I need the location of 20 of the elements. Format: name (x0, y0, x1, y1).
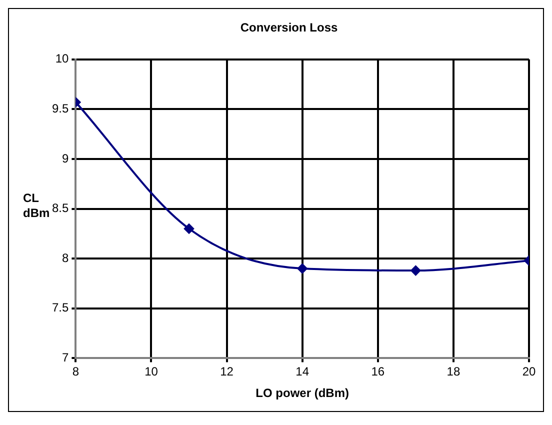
x-tick-label: 20 (522, 364, 536, 379)
y-tick-label: 8 (62, 250, 69, 265)
x-tick-label: 16 (371, 364, 385, 379)
y-tick-label: 10 (55, 52, 69, 66)
y-tick-label: 9 (62, 151, 69, 166)
point (297, 264, 308, 274)
chart-title: Conversion Loss (240, 20, 338, 35)
point (410, 266, 421, 276)
y-axis-title: CL dBm (23, 191, 50, 220)
y-tick-label: 9.5 (52, 102, 69, 116)
x-tick-label: 8 (72, 364, 80, 379)
x-axis-title: LO power (dBm) (256, 386, 350, 400)
x-tick-label: 10 (144, 364, 158, 379)
x-tick-label: 14 (296, 364, 310, 379)
y-tick-label: 7 (62, 350, 69, 365)
y-tick-label: 8.5 (52, 201, 69, 216)
x-tick-label: 18 (446, 364, 460, 379)
x-tick-label: 12 (220, 364, 234, 379)
y-tick-label: 7.5 (52, 300, 69, 315)
point (184, 224, 194, 234)
